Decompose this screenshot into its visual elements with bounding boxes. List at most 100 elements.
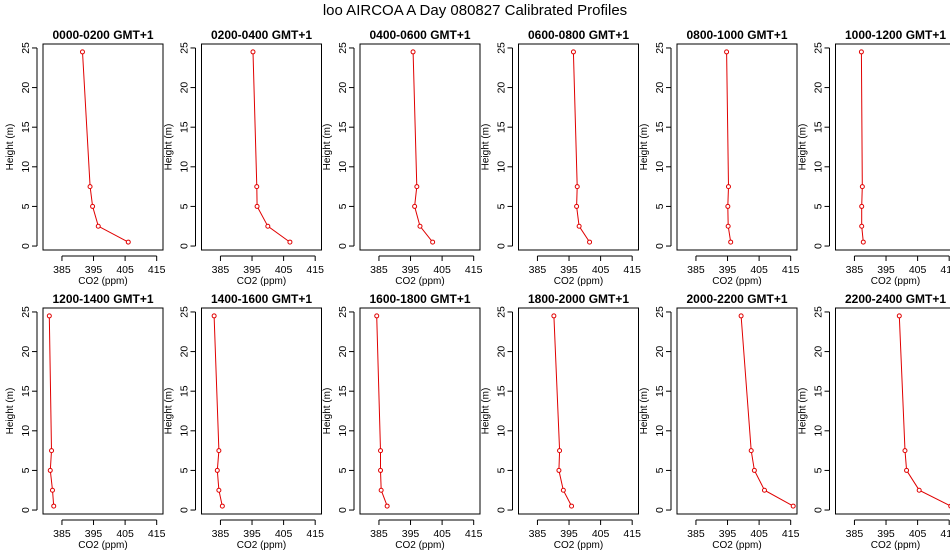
x-tick-label: 415	[148, 264, 166, 276]
y-tick-label: 20	[813, 346, 825, 358]
panel-frame	[359, 43, 481, 251]
main-title: loo AIRCOA A Day 080827 Calibrated Profi…	[322, 2, 628, 19]
x-tick-label: 405	[750, 528, 768, 540]
profile-point	[414, 184, 420, 190]
y-axis-label: Height (m)	[798, 388, 809, 435]
profile-line	[252, 51, 291, 243]
profile-line	[213, 315, 223, 507]
y-tick-label: 0	[496, 243, 508, 249]
y-tick-label: 10	[20, 425, 32, 437]
x-tick-label: 385	[370, 264, 388, 276]
y-tick-label: 15	[496, 385, 508, 397]
profile-point	[576, 223, 582, 229]
x-tick-label: 385	[212, 528, 230, 540]
x-tick-label: 415	[623, 264, 641, 276]
profile-point	[216, 448, 222, 454]
y-tick-label: 5	[496, 203, 508, 209]
x-tick-label: 415	[306, 528, 324, 540]
y-tick-label: 5	[337, 203, 349, 209]
y-tick-label: 5	[179, 203, 191, 209]
x-tick-label: 415	[148, 528, 166, 540]
profile-point	[904, 467, 910, 473]
panel-frame	[835, 43, 950, 251]
y-tick-label: 5	[496, 467, 508, 473]
panel-frame	[42, 307, 164, 515]
profile-point	[574, 203, 580, 209]
x-tick-label: 385	[529, 528, 547, 540]
x-axis-label: CO2 (ppm)	[871, 276, 920, 287]
profile-point	[728, 239, 734, 245]
profile-line	[898, 315, 950, 507]
y-tick-label: 20	[654, 346, 666, 358]
x-tick-label: 405	[275, 528, 293, 540]
profile-point	[858, 49, 864, 55]
panel-title: 1200-1400 GMT+1	[52, 292, 153, 306]
y-tick-label: 15	[20, 121, 32, 133]
y-tick-label: 0	[496, 507, 508, 513]
y-tick-label: 5	[654, 467, 666, 473]
x-tick-label: 415	[306, 264, 324, 276]
y-tick-label: 20	[179, 82, 191, 94]
x-tick-label: 395	[85, 528, 103, 540]
profile-line	[860, 51, 864, 243]
panel-title: 0600-0800 GMT+1	[528, 28, 629, 42]
y-tick-label: 25	[20, 42, 32, 54]
profile-point	[417, 223, 423, 229]
profile-point	[95, 223, 101, 229]
panel-title: 2000-2200 GMT+1	[686, 292, 787, 306]
y-tick-label: 10	[496, 425, 508, 437]
x-tick-label: 405	[909, 264, 927, 276]
y-tick-label: 10	[496, 161, 508, 173]
profile-line	[412, 51, 433, 243]
y-tick-label: 15	[337, 121, 349, 133]
profile-line	[376, 315, 388, 507]
x-tick-label: 405	[750, 264, 768, 276]
profile-point	[412, 203, 418, 209]
y-tick-label: 5	[337, 467, 349, 473]
y-tick-label: 25	[654, 306, 666, 318]
y-tick-label: 10	[179, 161, 191, 173]
profile-point	[724, 49, 730, 55]
profile-point	[557, 448, 563, 454]
y-axis-label: Height (m)	[639, 388, 650, 435]
profile-point	[219, 503, 225, 509]
panel-frame	[676, 307, 798, 515]
profile-point	[49, 448, 55, 454]
y-tick-label: 20	[496, 346, 508, 358]
y-tick-label: 0	[654, 243, 666, 249]
y-tick-label: 25	[337, 42, 349, 54]
x-axis-label: CO2 (ppm)	[554, 276, 603, 287]
profile-point	[250, 49, 256, 55]
profile-point	[574, 184, 580, 190]
panel-title: 1600-1800 GMT+1	[369, 292, 470, 306]
x-tick-label: 415	[782, 528, 800, 540]
profile-point	[384, 503, 390, 509]
y-axis-label: Height (m)	[164, 124, 175, 171]
y-tick-label: 5	[179, 467, 191, 473]
panel-title: 1000-1200 GMT+1	[845, 28, 946, 42]
profile-line	[48, 315, 55, 507]
x-tick-label: 395	[877, 264, 895, 276]
x-tick-label: 395	[243, 264, 261, 276]
y-tick-label: 0	[179, 243, 191, 249]
x-tick-label: 385	[846, 264, 864, 276]
y-tick-label: 0	[337, 507, 349, 513]
profile-point	[859, 223, 865, 229]
y-tick-label: 0	[654, 507, 666, 513]
x-tick-label: 405	[433, 528, 451, 540]
profile-point	[569, 503, 575, 509]
x-tick-label: 395	[85, 264, 103, 276]
profile-point	[254, 184, 260, 190]
profile-point	[90, 203, 96, 209]
y-tick-label: 10	[654, 161, 666, 173]
x-tick-label: 385	[687, 528, 705, 540]
x-tick-label: 415	[940, 264, 950, 276]
y-tick-label: 0	[20, 507, 32, 513]
profile-point	[587, 239, 593, 245]
y-axis-label: Height (m)	[5, 388, 16, 435]
y-tick-label: 20	[813, 82, 825, 94]
y-tick-label: 0	[813, 243, 825, 249]
x-tick-label: 405	[592, 264, 610, 276]
y-tick-label: 5	[813, 467, 825, 473]
